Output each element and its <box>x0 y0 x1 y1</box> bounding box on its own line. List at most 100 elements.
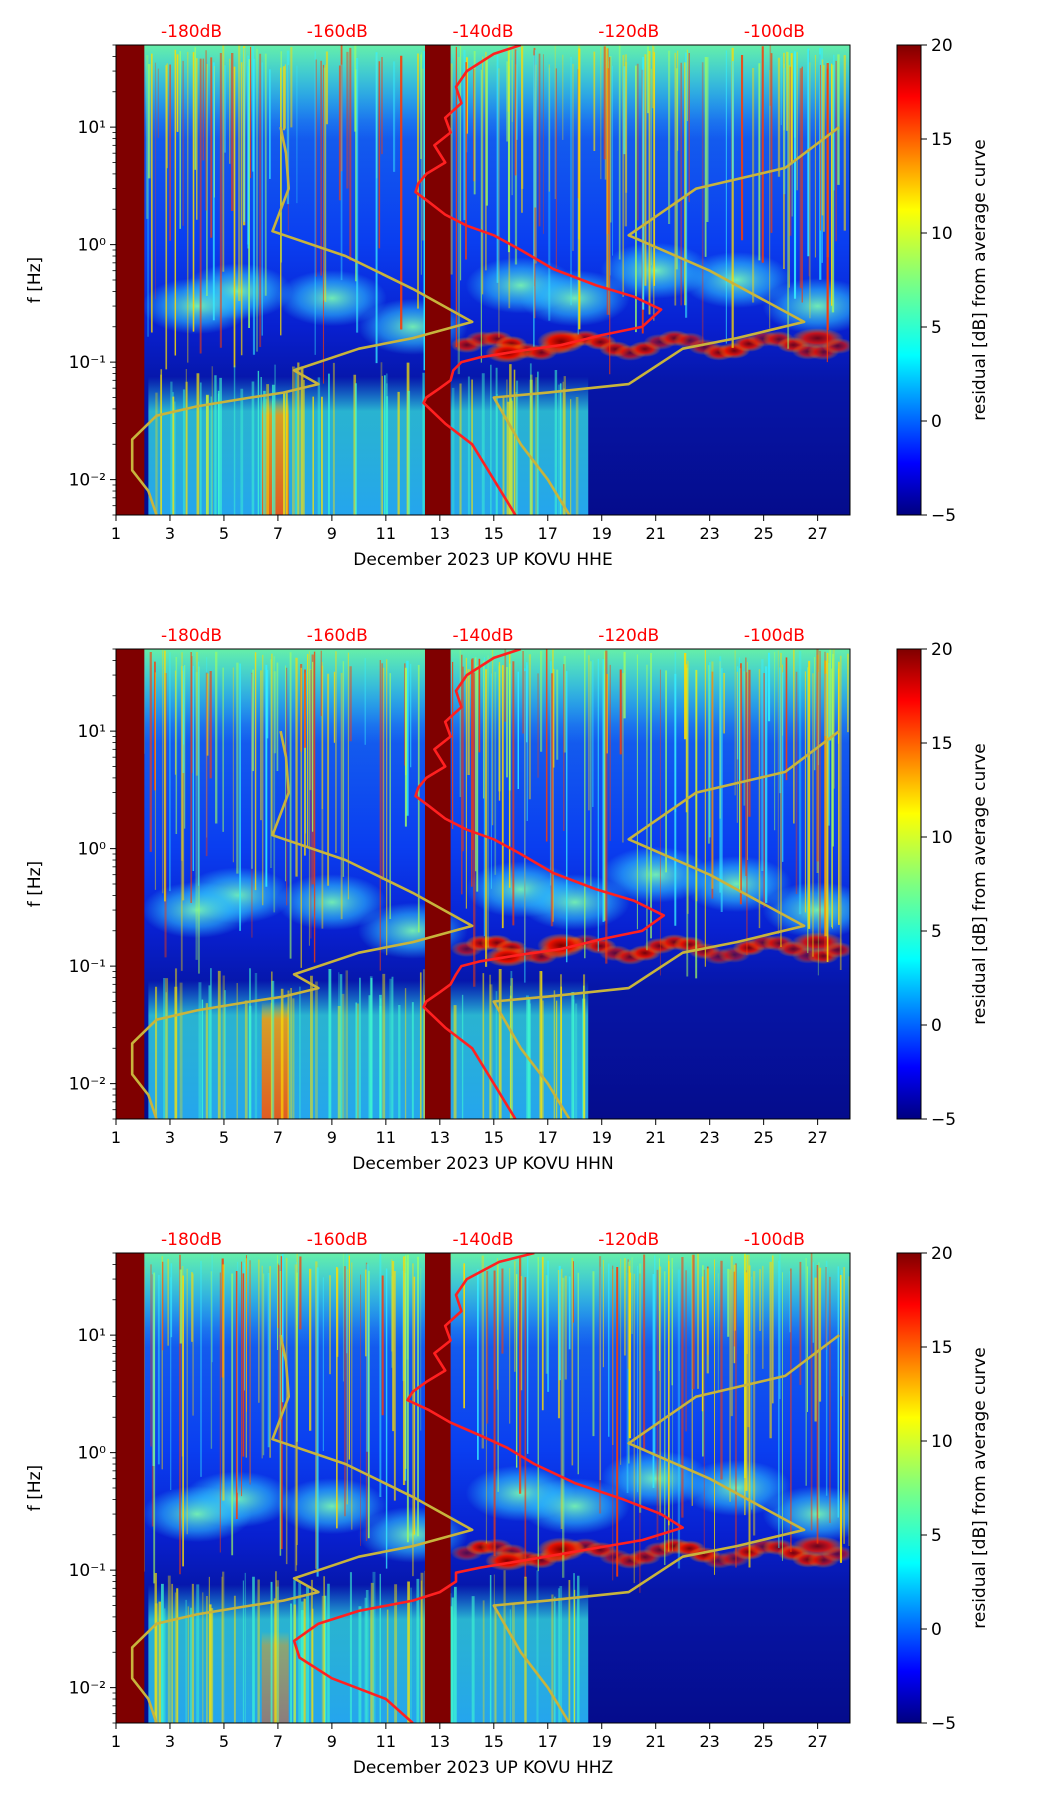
x-tick-label: 15 <box>484 1732 504 1751</box>
heatmap <box>116 45 850 515</box>
x-tick-label: 9 <box>327 1128 337 1147</box>
high-residual-band <box>261 1001 289 1119</box>
microseism-blob <box>681 1460 792 1516</box>
heatmap <box>116 649 850 1119</box>
y-tick-label: 10⁻² <box>69 1679 106 1699</box>
x-tick-label: 19 <box>592 1128 612 1147</box>
x-tick-label: 15 <box>484 524 504 543</box>
microseism-peak <box>791 328 844 349</box>
model-curve-gold <box>492 1334 840 1723</box>
colorbar-tick-label: 15 <box>931 1338 953 1358</box>
model-curve-gold <box>130 1334 474 1723</box>
y-tick-label: 10⁰ <box>78 840 107 860</box>
model-curve-gold <box>492 730 840 1119</box>
top-db-label: -160dB <box>307 1230 368 1250</box>
y-tick-label: 10⁻² <box>69 471 106 491</box>
microseism-blob <box>762 882 850 939</box>
microseism-blob <box>141 882 252 939</box>
colorbar-tick-label: 0 <box>931 1620 942 1640</box>
colorbar: −5 0 5 10 15 20 residual [dB] from average cur… <box>896 1244 990 1734</box>
top-db-label: -140dB <box>452 22 513 42</box>
top-db-label: -140dB <box>452 1230 513 1250</box>
x-axis-label: December 2023 UP KOVU HHN <box>352 1154 613 1174</box>
x-tick-label: 1 <box>111 524 121 543</box>
colorbar-tick-label: 20 <box>931 36 953 56</box>
top-db-label: -140dB <box>452 626 513 646</box>
x-tick-label: 11 <box>376 1128 396 1147</box>
data-gap-column <box>116 649 145 1119</box>
top-db-label: -100dB <box>744 22 805 42</box>
colorbar-tick-label: 5 <box>931 922 942 942</box>
microseism-blob <box>276 1478 387 1535</box>
microseism-peak <box>791 1536 844 1557</box>
x-tick-label: 19 <box>592 524 612 543</box>
colorbar-tick-label: 5 <box>931 318 942 338</box>
noise-curve-red <box>414 649 666 1119</box>
x-tick-label: 5 <box>219 1128 229 1147</box>
model-curve-gold <box>130 730 474 1119</box>
x-tick-label: 27 <box>807 1732 827 1751</box>
colorbar-tick-label: 0 <box>931 1016 942 1036</box>
x-tick-label: 1 <box>111 1128 121 1147</box>
x-tick-label: 13 <box>430 524 450 543</box>
low-frequency-band <box>148 980 589 1119</box>
noise-curve-red <box>292 1253 684 1723</box>
noise-curve-red <box>414 45 663 515</box>
colorbar-tick-label: −5 <box>931 1110 956 1130</box>
y-tick-label: 10⁻² <box>69 1075 106 1095</box>
top-db-label: -180dB <box>161 22 222 42</box>
colorbar: −5 0 5 10 15 20 residual [dB] from average cur… <box>896 36 990 526</box>
colorbar-label: residual [dB] from average curve <box>970 743 990 1024</box>
x-tick-label: 23 <box>699 1128 719 1147</box>
microseism-peak <box>791 932 844 953</box>
y-tick-label: 10¹ <box>78 1326 106 1346</box>
chart-panel-2: 1 3 5 7 9 11 13 15 17 19 21 23 25 2710⁻²10⁻¹10⁰10¹Dec… <box>25 626 990 1174</box>
data-gap-column <box>116 1253 145 1723</box>
chart-panel-3: 1 3 5 7 9 11 13 15 17 19 21 23 25 2710⁻²10⁻¹10⁰10¹Dec… <box>25 1230 990 1778</box>
colorbar-tick-label: 15 <box>931 130 953 150</box>
colorbar-tick-label: 10 <box>931 224 953 244</box>
x-tick-label: 11 <box>376 524 396 543</box>
top-db-label: -180dB <box>161 1230 222 1250</box>
x-tick-label: 21 <box>646 524 666 543</box>
microseism-blob <box>276 874 387 931</box>
y-tick-label: 10¹ <box>78 118 106 138</box>
x-axis-label: December 2023 UP KOVU HHE <box>353 550 612 570</box>
y-axis-label: f [Hz] <box>25 1465 45 1511</box>
top-db-label: -120dB <box>598 626 659 646</box>
x-tick-label: 21 <box>646 1128 666 1147</box>
colorbar-tick-label: 20 <box>931 1244 953 1264</box>
top-db-label: -120dB <box>598 22 659 42</box>
x-tick-label: 11 <box>376 1732 396 1751</box>
y-tick-label: 10⁰ <box>78 1444 107 1464</box>
x-tick-label: 17 <box>538 1732 558 1751</box>
x-tick-label: 3 <box>165 524 175 543</box>
colorbar-tick-label: 10 <box>931 1432 953 1452</box>
x-tick-label: 15 <box>484 1128 504 1147</box>
colorbar: −5 0 5 10 15 20 residual [dB] from average cur… <box>896 640 990 1130</box>
x-tick-label: 17 <box>538 1128 558 1147</box>
x-tick-label: 27 <box>807 524 827 543</box>
microseism-blob <box>762 278 850 335</box>
chart-panel-1: 1 3 5 7 9 11 13 15 17 19 21 23 25 2710⁻²10⁻¹10⁰10¹Dec… <box>25 22 990 570</box>
y-tick-label: 10⁻¹ <box>69 957 106 977</box>
y-axis-label: f [Hz] <box>25 861 45 907</box>
x-tick-label: 17 <box>538 524 558 543</box>
microseism-blob <box>681 252 792 308</box>
microseism-blob <box>141 1486 252 1543</box>
colorbar-tick-label: −5 <box>931 1714 956 1734</box>
top-db-label: -160dB <box>307 626 368 646</box>
top-db-label: -160dB <box>307 22 368 42</box>
y-tick-label: 10¹ <box>78 722 106 742</box>
x-axis-label: December 2023 UP KOVU HHZ <box>353 1758 613 1778</box>
x-tick-label: 3 <box>165 1732 175 1751</box>
microseism-blob <box>762 1486 850 1543</box>
colorbar-tick-label: 10 <box>931 828 953 848</box>
microseism-blob <box>276 270 387 327</box>
x-tick-label: 9 <box>327 1732 337 1751</box>
colorbar-label: residual [dB] from average curve <box>970 139 990 420</box>
colorbar-tick-label: 15 <box>931 734 953 754</box>
x-tick-label: 19 <box>592 1732 612 1751</box>
top-db-label: -100dB <box>744 626 805 646</box>
